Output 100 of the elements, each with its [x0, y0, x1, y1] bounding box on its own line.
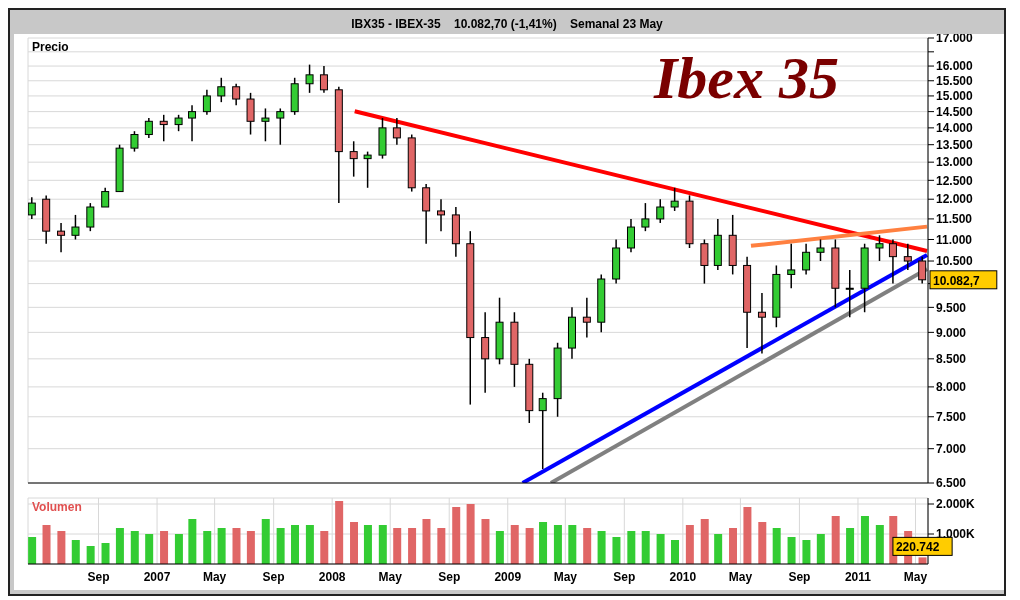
- candlestick: [437, 198, 446, 232]
- candlestick: [28, 196, 36, 220]
- bar: [583, 528, 592, 564]
- candlestick: [626, 218, 635, 254]
- bar: [729, 528, 738, 564]
- bar: [174, 534, 183, 564]
- y-tick-label: 9.500: [936, 300, 967, 315]
- candlestick: [670, 187, 679, 212]
- candlestick: [641, 202, 650, 232]
- bar: [57, 531, 66, 564]
- y-tick-label: 17.000: [936, 31, 974, 46]
- x-tick-label: May: [553, 569, 578, 584]
- bar: [320, 531, 329, 564]
- candlestick: [144, 117, 153, 139]
- y-tick-label: 16.000: [936, 59, 974, 74]
- bar: [232, 528, 241, 564]
- y-tick-label: 9.000: [936, 325, 967, 340]
- x-tick-label: May: [903, 569, 928, 584]
- y-tick-label: 13.500: [936, 137, 974, 152]
- y-tick-label: 11.500: [936, 212, 973, 227]
- y-tick-label: 12.500: [936, 173, 974, 188]
- y-tick-label: 14.500: [936, 104, 974, 119]
- bar: [568, 525, 577, 564]
- chart-title: Ibex 35: [654, 44, 839, 113]
- bar: [160, 531, 169, 564]
- bar: [670, 540, 679, 564]
- bar: [918, 557, 927, 564]
- candlestick: [802, 242, 811, 276]
- candlestick: [276, 107, 285, 146]
- bar: [831, 516, 840, 564]
- candlestick: [392, 117, 401, 146]
- candlestick: [57, 222, 66, 254]
- candlestick: [787, 242, 796, 290]
- candlestick: [349, 140, 358, 178]
- x-tick-label: Sep: [438, 569, 461, 584]
- candlestick: [188, 104, 197, 143]
- candlestick: [481, 311, 490, 394]
- bar: [452, 507, 461, 564]
- candlestick: [246, 92, 255, 136]
- bar: [846, 528, 855, 564]
- bar: [685, 525, 694, 564]
- candlestick: [305, 63, 314, 94]
- bar: [772, 528, 781, 564]
- candlestick: [422, 183, 431, 245]
- bar: [203, 531, 212, 564]
- bar: [71, 540, 80, 564]
- bar: [656, 534, 665, 564]
- bar: [860, 516, 869, 564]
- bar: [802, 540, 811, 564]
- y-tick-label: 2.000K: [936, 497, 976, 512]
- candlestick: [845, 269, 854, 318]
- bar: [408, 528, 417, 564]
- x-tick-label: Sep: [262, 569, 285, 584]
- y-tick-label: 15.000: [936, 89, 974, 104]
- y-tick-label: 1.000K: [936, 527, 976, 542]
- bar: [612, 537, 621, 564]
- y-axis-title: Volumen: [32, 500, 82, 514]
- x-tick-label: Sep: [87, 569, 110, 584]
- bar: [101, 543, 110, 564]
- bar: [437, 528, 446, 564]
- bar: [350, 522, 359, 564]
- x-tick-label: May: [378, 569, 403, 584]
- x-tick-label: 2009: [494, 569, 522, 584]
- bar: [335, 501, 344, 564]
- bar: [495, 531, 504, 564]
- y-tick-label: 7.500: [936, 410, 967, 425]
- candlestick: [202, 89, 211, 116]
- x-tick-label: 2010: [669, 569, 697, 584]
- candlestick: [232, 83, 241, 107]
- bar: [510, 525, 519, 564]
- bar: [276, 528, 285, 564]
- bar: [641, 531, 650, 564]
- bar: [700, 519, 709, 564]
- bar: [217, 528, 226, 564]
- bar: [261, 519, 270, 564]
- chart-subtitle: IBX35 - IBEX-35 10.082,70 (-1,41%) Semanal 23 May: [351, 17, 663, 31]
- candlestick: [71, 214, 80, 241]
- bar: [393, 528, 402, 564]
- x-tick-label: May: [202, 569, 227, 584]
- bar: [539, 522, 548, 564]
- y-tick-label: 15.500: [936, 74, 974, 89]
- bar: [597, 531, 606, 564]
- candlestick: [888, 238, 897, 285]
- bar: [188, 519, 197, 564]
- candlestick: [757, 292, 766, 355]
- data-label: 220.742: [895, 540, 940, 555]
- candlestick: [261, 107, 270, 143]
- bar: [28, 537, 37, 564]
- bar: [130, 531, 139, 564]
- bar: [743, 507, 752, 564]
- annotation: 10.082,7: [933, 273, 981, 288]
- x-tick-label: 2008: [318, 569, 346, 584]
- candlestick: [582, 296, 591, 339]
- bar: [145, 534, 154, 564]
- x-tick-label: 2007: [143, 569, 171, 584]
- bar: [246, 531, 255, 564]
- candlestick: [159, 114, 168, 143]
- candlestick: [363, 150, 372, 189]
- bar: [42, 525, 51, 564]
- candlestick: [903, 242, 912, 271]
